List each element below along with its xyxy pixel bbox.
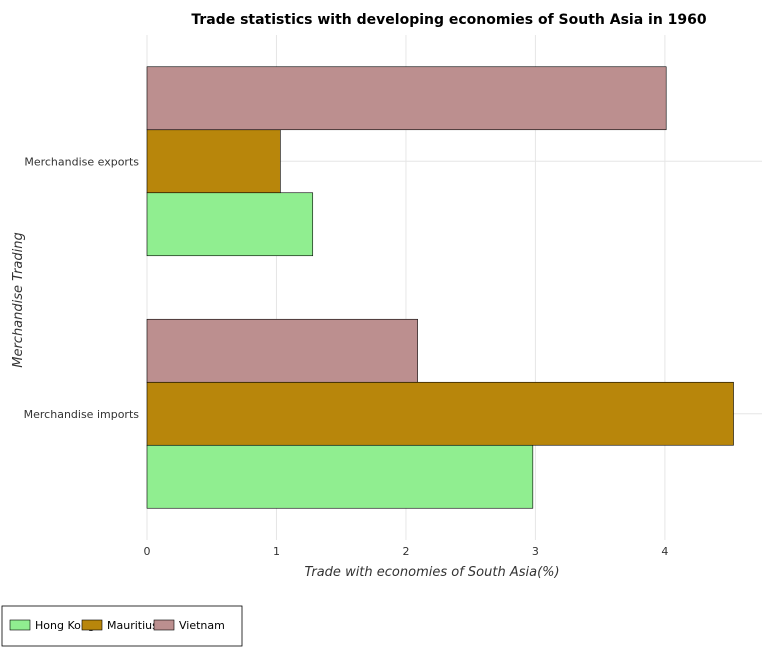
bar-mauritius-2 bbox=[146, 381, 734, 446]
x-tick-label: 3 bbox=[532, 545, 539, 558]
bar-vietnam-2 bbox=[146, 318, 418, 383]
legend-label-mauritius: Mauritius bbox=[107, 619, 158, 632]
legend-label-hong-kong: Hong Kong bbox=[35, 619, 95, 632]
legend-swatch-vietnam bbox=[153, 619, 175, 631]
x-tick-label: 1 bbox=[273, 545, 280, 558]
y-tick-label: Merchandise exports bbox=[24, 155, 139, 168]
legend: Hong Kong Mauritius Vietnam bbox=[1, 605, 243, 647]
legend-swatch-hong-kong bbox=[9, 619, 31, 631]
x-tick-label: 4 bbox=[661, 545, 668, 558]
x-tick-label: 2 bbox=[402, 545, 409, 558]
bar-vietnam-1 bbox=[146, 66, 667, 131]
legend-label-vietnam: Vietnam bbox=[179, 619, 225, 632]
legend-swatch-mauritius bbox=[81, 619, 103, 631]
chart-title: Trade statistics with developing economi… bbox=[191, 12, 707, 28]
x-axis-ticks: 0 1 2 3 4 bbox=[144, 545, 669, 558]
y-tick-label: Merchandise imports bbox=[24, 408, 140, 421]
bar-hong-kong-2 bbox=[146, 444, 534, 509]
x-axis-label: Trade with economies of South Asia(%) bbox=[304, 565, 559, 580]
bar-hong-kong-1 bbox=[146, 192, 314, 257]
bar-mauritius-1 bbox=[146, 129, 281, 194]
y-axis-ticks: Merchandise exports Merchandise imports bbox=[24, 155, 140, 421]
bars bbox=[146, 66, 734, 509]
y-axis-label: Merchandise Trading bbox=[11, 232, 26, 368]
x-tick-label: 0 bbox=[144, 545, 151, 558]
legend-box bbox=[1, 605, 243, 647]
